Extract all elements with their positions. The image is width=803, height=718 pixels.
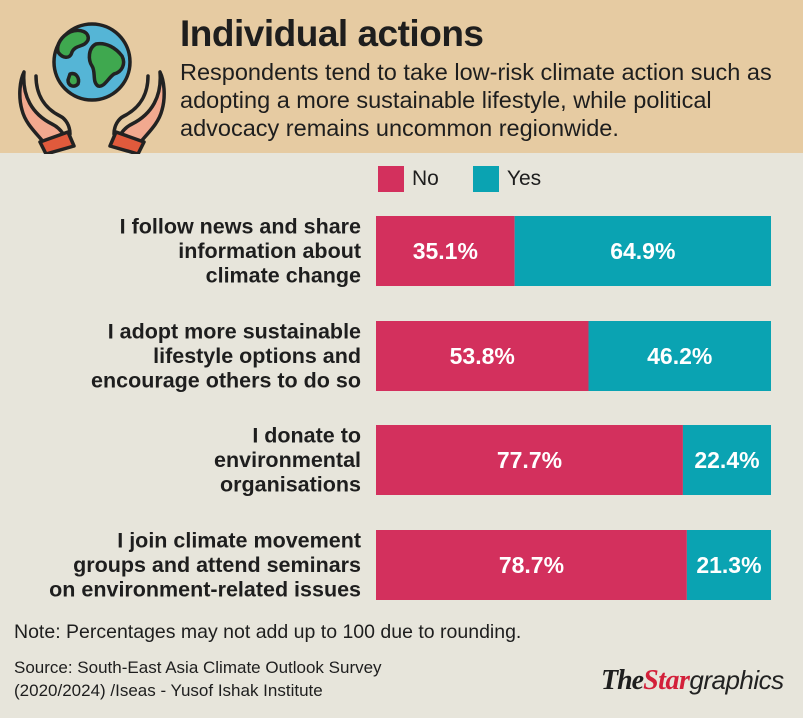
category-label-line: on environment-related issues (49, 578, 361, 602)
brand-graphics: graphics (689, 665, 784, 695)
data-label-yes: 21.3% (696, 552, 761, 578)
category-label-line: information about (178, 239, 361, 263)
category-label-line: encourage others to do so (91, 369, 361, 393)
bar-segment-no (376, 530, 687, 600)
category-label-line: I follow news and share (120, 215, 361, 239)
header-banner: Individual actions Respondents tend to t… (0, 0, 803, 154)
bar-segment-yes (686, 530, 771, 600)
category-label-line: groups and attend seminars (73, 553, 361, 577)
data-label-no: 77.7% (497, 447, 562, 473)
bar-segment-yes (682, 425, 771, 495)
data-label-yes: 64.9% (610, 238, 675, 264)
bar-segment-no (376, 321, 589, 391)
legend-label-no: No (412, 167, 439, 190)
bar-segment-no (376, 216, 515, 286)
globe-in-hands-icon (18, 22, 166, 154)
data-label-no: 78.7% (499, 552, 564, 578)
legend-item-yes: Yes (472, 166, 542, 192)
category-label-line: I adopt more sustainable (108, 320, 361, 344)
data-label-no: 53.8% (450, 343, 515, 369)
legend-item-no: No (378, 166, 439, 192)
footnote: Note: Percentages may not add up to 100 … (14, 621, 522, 643)
legend: No Yes (378, 166, 575, 192)
bar-segment-yes (514, 216, 771, 286)
category-label: I adopt more sustainable lifestyle option… (91, 320, 361, 393)
legend-label-yes: Yes (506, 167, 542, 190)
bar-segment-yes (588, 321, 771, 391)
category-label-line: lifestyle options and (153, 344, 361, 368)
data-label-yes: 22.4% (694, 447, 759, 473)
data-label-yes: 46.2% (647, 343, 712, 369)
brand-the: The (601, 665, 644, 696)
bar-segment-no (376, 425, 683, 495)
category-label-line: environmental (214, 448, 361, 472)
legend-swatch-no (378, 166, 404, 192)
source-line-2: (2020/2024) /Iseas - Yusof Ishak Institu… (14, 681, 323, 700)
category-label: I follow news and share information about… (120, 215, 361, 288)
source-line-1: Source: South-East Asia Climate Outlook … (14, 658, 382, 677)
category-label-line: I donate to (252, 424, 361, 448)
page-subtitle: Respondents tend to take low-risk climat… (180, 59, 772, 141)
legend-swatch-yes (472, 166, 499, 192)
category-label-line: climate change (206, 264, 361, 288)
category-label-line: organisations (220, 473, 361, 497)
page-title: Individual actions (180, 13, 484, 54)
data-label-no: 35.1% (413, 238, 478, 264)
category-label: I join climate movement groups and attend… (49, 529, 361, 602)
category-label: I donate to environmental organisations (214, 424, 361, 497)
brand-star: Star (643, 665, 690, 696)
category-label-line: I join climate movement (117, 529, 361, 553)
source-text: Source: South-East Asia Climate Outlook … (14, 656, 382, 702)
brand-logo: TheStargraphics (601, 664, 784, 697)
